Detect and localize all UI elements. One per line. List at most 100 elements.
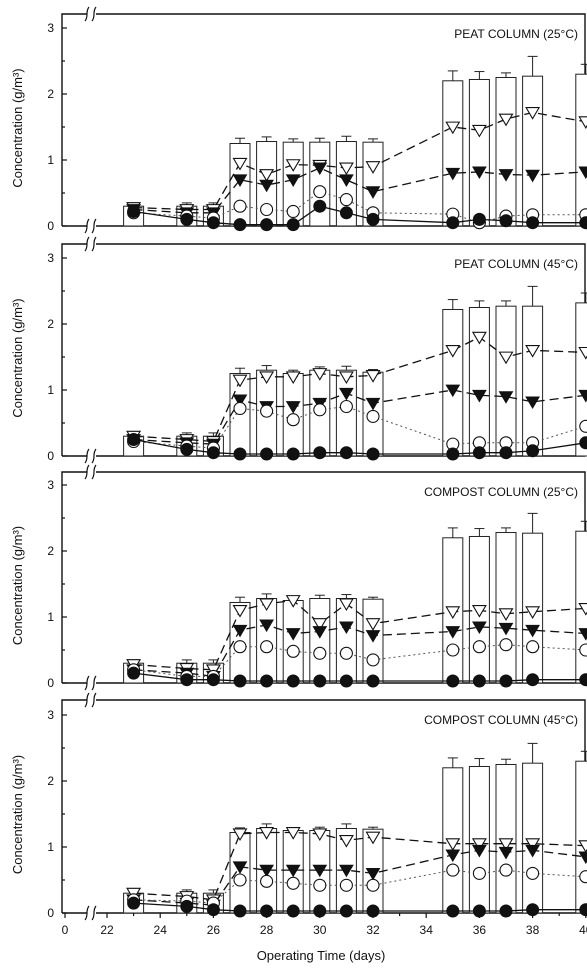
series-2-point — [312, 626, 328, 639]
series-4-point — [180, 899, 194, 913]
error-bar — [235, 367, 245, 374]
series-1-point — [525, 344, 541, 358]
series-4-point — [339, 206, 353, 220]
series-3-point — [499, 863, 513, 877]
x-tick-label: 34 — [420, 923, 434, 937]
error-bar — [447, 299, 458, 310]
error-bar — [447, 527, 458, 538]
series-4-point — [233, 904, 247, 918]
error-bar — [527, 512, 538, 534]
series-2-point — [259, 179, 274, 193]
series-1-point — [578, 602, 587, 616]
x-tick-label: 24 — [154, 923, 168, 937]
series-1-point — [338, 162, 354, 176]
series-line-4 — [133, 438, 586, 455]
series-4-point — [180, 212, 194, 226]
bar — [468, 307, 490, 457]
y-tick-label: 0 — [47, 906, 54, 920]
error-bar — [235, 137, 245, 144]
series-line-2 — [133, 389, 586, 445]
series-2-point — [312, 864, 328, 878]
error-bar — [447, 757, 458, 768]
series-4-point — [313, 199, 327, 213]
series-1-point — [232, 828, 248, 842]
series-2-point — [365, 630, 381, 643]
x-tick-label: 28 — [260, 923, 274, 937]
y-tick-label: 2 — [47, 544, 54, 558]
error-bar — [368, 596, 378, 600]
bar — [442, 80, 464, 227]
series-1-point — [365, 370, 381, 383]
series-4-point — [472, 446, 486, 460]
series-1-point — [498, 838, 514, 851]
series-4-point — [579, 673, 587, 687]
series-4-point — [233, 447, 247, 461]
series-3-point — [233, 401, 247, 416]
series-2-point — [525, 844, 540, 858]
series-1-point — [471, 604, 487, 618]
error-bar — [580, 750, 587, 762]
series-4-point — [579, 436, 587, 450]
error-bar — [527, 742, 538, 764]
series-3-point — [339, 878, 353, 892]
series-2-point — [445, 626, 461, 639]
series-1-point — [259, 827, 275, 840]
y-tick-label: 1 — [47, 153, 54, 167]
series-3-point — [526, 640, 540, 654]
error-bar — [341, 365, 352, 371]
series-1-point — [338, 371, 354, 385]
x-axis: 0 22 24 26 28 30 32 34 36 38 40 — [62, 913, 587, 937]
series-1-point — [338, 834, 354, 848]
x-tick-label: 26 — [207, 923, 221, 937]
x-axis-break-mark — [84, 905, 97, 921]
series-line-4 — [133, 902, 586, 912]
series-3-point — [313, 403, 327, 417]
bar — [309, 598, 331, 684]
series-4-point — [286, 674, 300, 688]
series-4-point — [366, 212, 380, 226]
x-axis-break-mark — [84, 448, 97, 464]
series-4-point — [313, 446, 327, 460]
series-2-point — [445, 384, 461, 398]
series-3-point — [339, 399, 353, 414]
series-3-point — [233, 199, 247, 213]
y-tick-label: 1 — [47, 610, 54, 624]
bar — [522, 762, 544, 914]
error-bar — [580, 520, 587, 532]
panel-title: COMPOST COLUMN (25°C) — [424, 485, 578, 499]
series-4-point — [127, 896, 141, 910]
series-4-point — [366, 447, 380, 461]
series-2-point — [312, 162, 328, 176]
series-1-point — [259, 598, 275, 612]
panel-4: 0 1 2 3 Concentration (g/m³) COMPOST COLUMN (… — [10, 692, 587, 921]
y-tick-label: 2 — [47, 87, 54, 101]
x-tick-label: 22 — [100, 923, 114, 937]
panel-1: 0 1 2 3 Concentration (g/m³) PEAT COLUMN (25°… — [10, 6, 587, 234]
series-2-point — [285, 864, 301, 878]
series-2-point — [339, 864, 354, 878]
series-4-point — [206, 446, 220, 460]
x-axis-break-mark — [84, 218, 97, 234]
series-4-point — [366, 674, 380, 688]
series-4-point — [526, 444, 540, 458]
y-axis-label: Concentration (g/m³) — [10, 755, 25, 874]
series-3-point — [313, 878, 327, 892]
error-bar — [261, 593, 272, 599]
error-bar — [341, 594, 352, 599]
error-bar — [314, 137, 325, 143]
series-line-3 — [133, 191, 586, 224]
y-tick-label: 2 — [47, 317, 54, 331]
series-1-point — [445, 121, 461, 135]
error-bar — [368, 138, 378, 143]
series-4-point — [260, 218, 274, 232]
panel-2: 0 1 2 3 Concentration (g/m³) PEAT COLUMN (45°… — [10, 236, 587, 464]
series-4-point — [526, 216, 540, 230]
series-3-point — [286, 876, 300, 890]
series-2-point — [578, 851, 587, 865]
series-4-point — [446, 904, 460, 918]
bar — [522, 75, 544, 227]
series-1-point — [525, 838, 541, 851]
error-bar — [501, 72, 511, 78]
series-3-point — [366, 878, 380, 892]
